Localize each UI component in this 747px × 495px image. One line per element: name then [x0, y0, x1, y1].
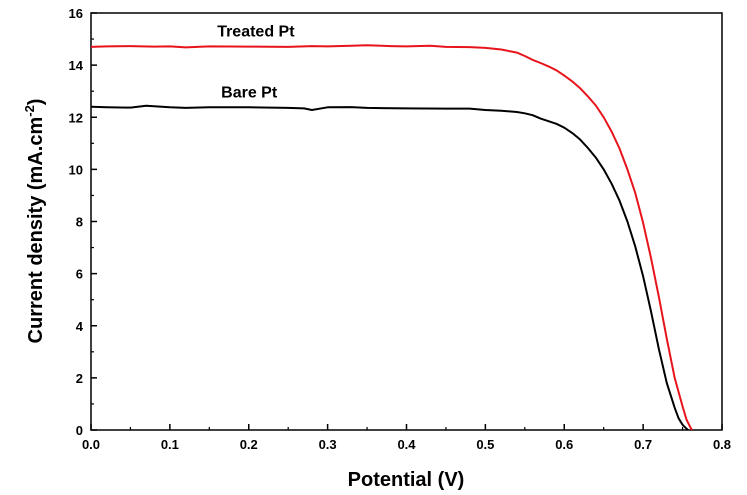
axis-ticks [90, 12, 723, 431]
y-tick-label: 12 [69, 110, 83, 125]
y-tick-label: 2 [76, 371, 83, 386]
x-tick-label: 0.2 [240, 437, 258, 452]
series-label: Bare Pt [221, 85, 278, 102]
y-axis-title-main: Current density (mA.cm [25, 117, 47, 344]
x-tick-label: 0.1 [161, 437, 179, 452]
y-tick-label: 8 [76, 215, 83, 230]
y-tick-label: 14 [69, 58, 84, 73]
x-tick-label: 0.3 [319, 437, 337, 452]
y-tick-label: 4 [76, 319, 84, 334]
series-label: Treated Pt [217, 23, 295, 40]
y-tick-label: 0 [76, 423, 83, 438]
x-tick-label: 0.8 [713, 437, 731, 452]
y-axis-title: Current density (mA.cm-2) [22, 99, 47, 344]
x-tick-label: 0.4 [397, 437, 416, 452]
x-tick-label: 0.0 [82, 437, 100, 452]
y-axis-title-superscript: -2 [22, 105, 37, 117]
x-tick-label: 0.7 [634, 437, 652, 452]
y-tick-label: 6 [76, 267, 83, 282]
series-line [90, 104, 689, 431]
series-labels: Treated Pt Bare Pt [217, 23, 295, 101]
y-axis-title-close: ) [25, 99, 47, 106]
y-tick-label: 16 [69, 6, 83, 21]
x-tick-label: 0.5 [476, 437, 494, 452]
series-line [90, 44, 693, 431]
tick-labels: 0.0 0.1 0.2 0.3 0.4 0.5 0.6 0.7 0.8 0 2 4 6 8 10 12 14 16 [69, 6, 732, 452]
y-tick-label: 10 [69, 162, 83, 177]
x-axis-title: Potential (V) [348, 469, 465, 491]
x-tick-label: 0.6 [555, 437, 573, 452]
series-lines [90, 44, 693, 431]
